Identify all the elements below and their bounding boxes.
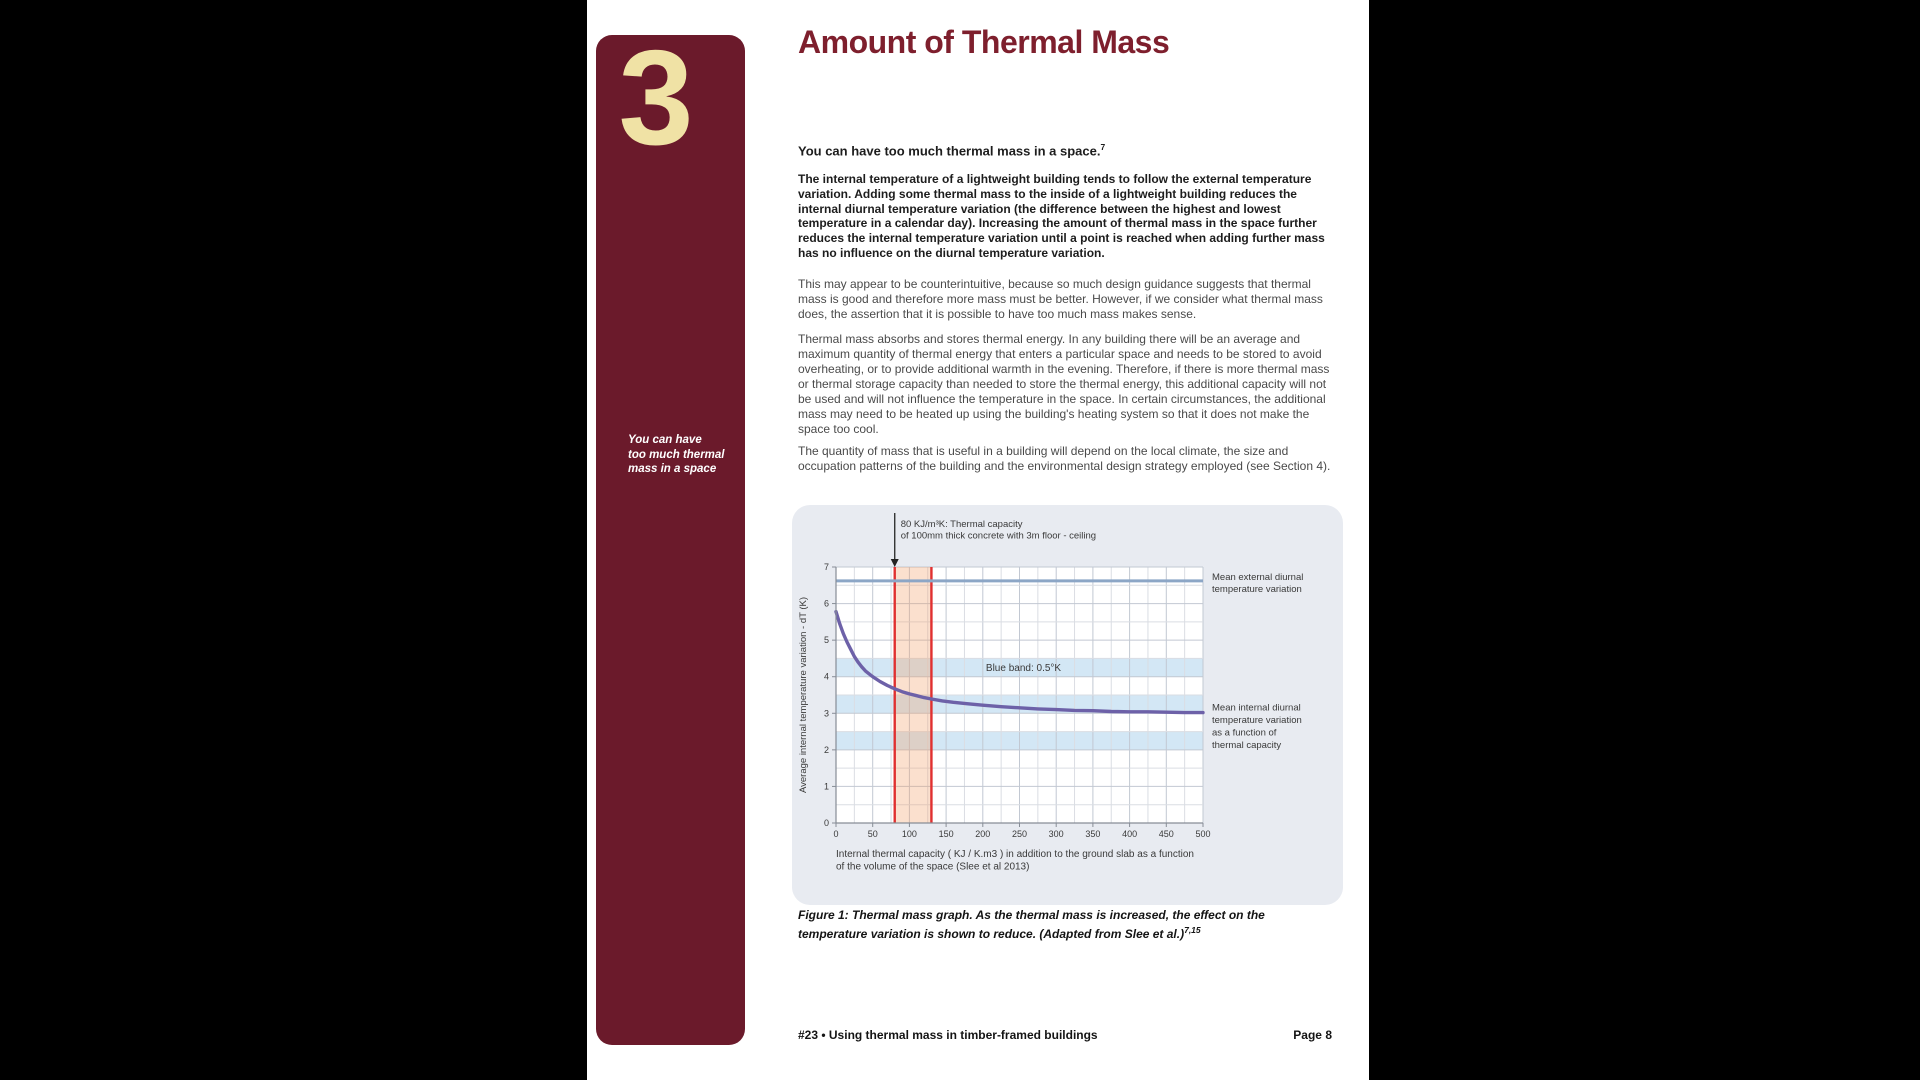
annotation-text: of 100mm thick concrete with 3m floor - … — [901, 531, 1096, 542]
footer-publication: #23 • Using thermal mass in timber-frame… — [798, 1028, 1098, 1042]
figure-caption-text: Figure 1: Thermal mass graph. As the the… — [798, 908, 1265, 941]
y-tick-label: 7 — [824, 562, 829, 572]
footnote-ref: 7,15 — [1184, 924, 1201, 935]
x-tick-label: 0 — [833, 829, 838, 839]
x-tick-label: 350 — [1085, 829, 1100, 839]
chapter-band — [596, 35, 745, 1045]
y-tick-label: 5 — [824, 635, 829, 645]
lead-text: You can have too much thermal mass in a … — [798, 143, 1101, 159]
axis-title-x: Internal thermal capacity ( KJ / K.m3 ) … — [836, 849, 1194, 860]
x-tick-label: 500 — [1195, 829, 1210, 839]
label-external: Mean external diurnal — [1212, 572, 1303, 583]
x-tick-label: 250 — [1012, 829, 1027, 839]
footer-page-number: Page 8 — [1293, 1028, 1332, 1042]
sidebar-note: You can have too much thermal mass in a … — [628, 433, 748, 477]
x-tick-label: 50 — [868, 829, 878, 839]
page-footer: #23 • Using thermal mass in timber-frame… — [798, 1028, 1332, 1042]
document-page: 3 You can have too much thermal mass in … — [587, 0, 1369, 1080]
figure-caption: Figure 1: Thermal mass graph. As the the… — [798, 908, 1325, 941]
y-tick-label: 0 — [824, 818, 829, 828]
y-tick-label: 2 — [824, 745, 829, 755]
x-tick-label: 100 — [902, 829, 917, 839]
page-title: Amount of Thermal Mass — [798, 24, 1170, 60]
y-tick-label: 6 — [824, 599, 829, 609]
axis-title-x: of the volume of the space (Slee et al 2… — [836, 862, 1029, 873]
chapter-number: 3 — [618, 22, 694, 173]
label-internal: temperature variation — [1212, 715, 1302, 726]
emphasis-paragraph: The internal temperature of a lightweigh… — [798, 172, 1325, 260]
annotation-text: 80 KJ/m³K: Thermal capacity — [901, 519, 1023, 530]
x-tick-label: 300 — [1049, 829, 1064, 839]
label-internal: thermal capacity — [1212, 740, 1281, 751]
label-internal: as a function of — [1212, 728, 1277, 739]
sidebar-note-line: You can have — [628, 434, 702, 446]
figure-panel: 0 50 100 150 200 250 300 350 400 450 500 0 1 2 3 4 5 6 7 80… — [792, 505, 1343, 905]
sidebar-note-line: mass in a space — [628, 463, 717, 476]
y-tick-label: 1 — [824, 781, 829, 791]
thermal-mass-chart: 0 50 100 150 200 250 300 350 400 450 500 0 1 2 3 4 5 6 7 80… — [798, 513, 1303, 873]
body-paragraph: Thermal mass absorbs and stores thermal … — [798, 332, 1330, 436]
body-paragraph: This may appear to be counterintuitive, … — [798, 277, 1323, 321]
x-tick-label: 450 — [1159, 829, 1174, 839]
label-internal: Mean internal diurnal — [1212, 703, 1301, 714]
x-tick-label: 150 — [939, 829, 954, 839]
label-external: temperature variation — [1212, 584, 1302, 595]
internal-curve — [834, 609, 1205, 715]
x-tick-label: 200 — [975, 829, 990, 839]
y-tick-label: 3 — [824, 708, 829, 718]
annotation-arrowhead — [890, 559, 899, 567]
blue-band-label: Blue band: 0.5°K — [986, 663, 1061, 674]
x-tick-label: 400 — [1122, 829, 1137, 839]
axis-title-y: Average internal temperature variation -… — [798, 597, 809, 793]
y-tick-label: 4 — [824, 672, 829, 682]
footnote-ref: 7 — [1100, 142, 1106, 152]
lead-paragraph: You can have too much thermal mass in a … — [798, 142, 1338, 158]
sidebar-note-line: too much thermal — [628, 448, 725, 461]
body-paragraph: The quantity of mass that is useful in a… — [798, 444, 1331, 473]
